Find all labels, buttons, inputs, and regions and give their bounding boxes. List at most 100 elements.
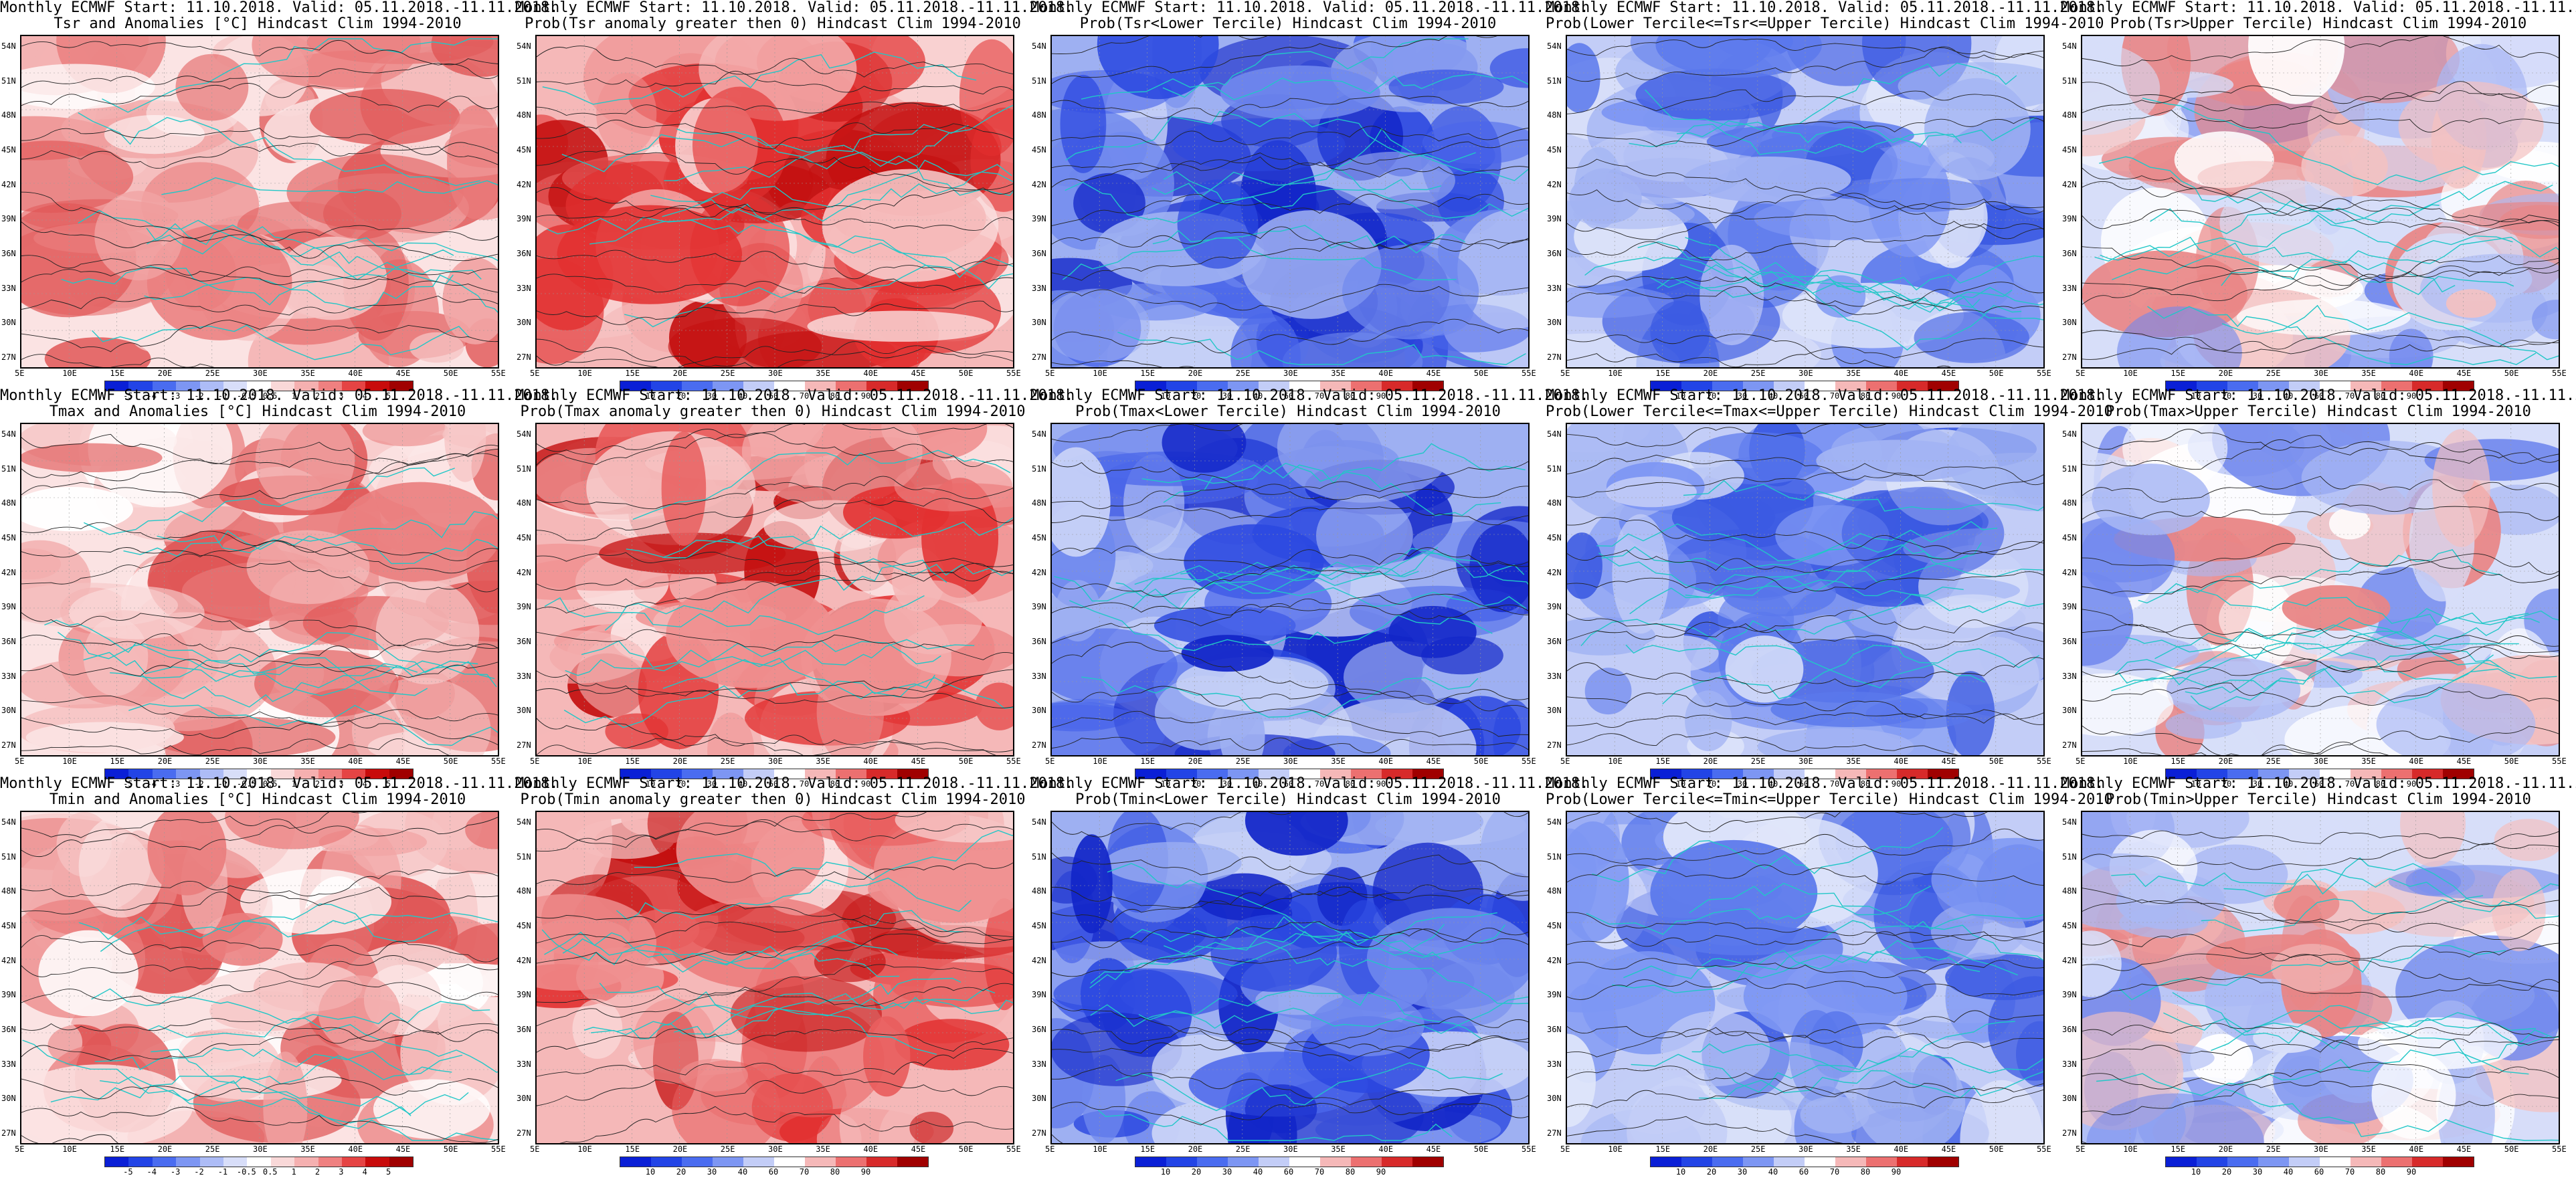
field-patch	[21, 140, 134, 213]
colorbar-swatch	[1897, 769, 1928, 779]
contour	[1052, 545, 1528, 569]
latitude-tick-label: 36N	[1547, 1025, 1562, 1034]
colorbar-swatch	[1774, 1157, 1805, 1167]
field-patch	[572, 999, 623, 1059]
colorbar	[2165, 769, 2474, 779]
colorbar	[1135, 1157, 1444, 1167]
contour	[1052, 686, 1528, 707]
latitude-tick-label: 51N	[517, 76, 531, 86]
latitude-tick-label: 48N	[2062, 498, 2077, 508]
contour	[1567, 912, 2043, 940]
latitude-tick-label: 27N	[1032, 353, 1046, 362]
contour	[537, 551, 1013, 582]
contour	[1567, 978, 2043, 1000]
contour	[1052, 921, 1528, 948]
coastline	[1701, 920, 2043, 971]
colorbar-label: 3	[339, 391, 344, 401]
colorbar-label: 70	[1829, 779, 1840, 789]
latitude-tick-label: 39N	[517, 602, 531, 612]
contour	[537, 98, 1013, 116]
coastline	[94, 1047, 452, 1076]
anomaly-field	[21, 812, 498, 1143]
coastline	[1644, 89, 2036, 143]
panel-title-line2: Prob(Lower Tercile<=Tsr<=Upper Tercile) …	[1546, 15, 2104, 32]
colorbar-swatch	[2412, 769, 2443, 779]
longitude-tick-label: 5E	[2076, 369, 2086, 378]
latitude-tick-label: 51N	[517, 851, 531, 862]
latitude-tick-label: 51N	[517, 464, 531, 474]
panel-title-line1: Monthly ECMWF Start: 11.10.2018. Valid: …	[1546, 775, 2104, 792]
colorbar	[620, 381, 929, 391]
contour	[537, 300, 1013, 325]
map-area	[1566, 35, 2045, 369]
field-patch	[362, 424, 449, 447]
longitude-tick-label: 30E	[1283, 369, 1298, 378]
map-area	[535, 423, 1014, 757]
coastline	[2112, 242, 2514, 296]
latitude-tick-label: 36N	[1, 249, 16, 258]
map-canvas	[21, 36, 498, 367]
contour	[1052, 812, 1528, 837]
field-patch	[666, 580, 836, 688]
colorbar	[104, 1157, 413, 1167]
latitude-tick-label: 54N	[1032, 41, 1046, 51]
field-patch	[2116, 306, 2242, 367]
colorbar-swatch	[620, 1157, 651, 1167]
contour	[1052, 95, 1528, 119]
longitude-tick-label: 40E	[348, 369, 363, 378]
longitude-tick-label: 10E	[1093, 1144, 1107, 1154]
contour	[1567, 89, 2043, 114]
map-canvas	[21, 424, 498, 755]
panel-title: Monthly ECMWF Start: 11.10.2018. Valid: …	[2061, 388, 2576, 420]
contour	[1567, 333, 1985, 367]
colorbar-label: 30	[707, 1167, 717, 1177]
contour	[2082, 726, 2559, 755]
contour	[537, 669, 1013, 697]
field-patch	[373, 1079, 490, 1139]
latitude-tick-label: 36N	[1, 1025, 16, 1034]
coastline	[1625, 644, 1985, 688]
longitude-tick-label: 35E	[1846, 1144, 1861, 1154]
colorbar-swatch	[1681, 381, 1712, 391]
colorbar-swatch	[2197, 1157, 2227, 1167]
colorbar-swatch	[2197, 381, 2227, 391]
colorbar	[620, 769, 929, 779]
map-area	[2081, 423, 2560, 757]
colorbar-swatch	[2381, 381, 2412, 391]
longitude-tick-label: 40E	[1378, 369, 1394, 378]
contour	[2082, 542, 2559, 583]
colorbar-swatch	[1743, 381, 1774, 391]
field-patch	[255, 424, 355, 511]
longitude-tick-label: 5E	[2076, 757, 2086, 766]
field-patch	[447, 105, 498, 219]
latitude-tick-label: 54N	[2062, 429, 2077, 439]
field-patch	[2398, 81, 2544, 171]
longitude-tick-label: 10E	[2123, 369, 2138, 378]
contour	[1052, 318, 1528, 354]
contour	[1567, 223, 2043, 262]
longitude-tick-label: 45E	[2456, 1144, 2472, 1154]
contour	[1567, 613, 2043, 650]
latitude-tick-label: 45N	[1547, 533, 1562, 542]
colorbar-label: 20	[2221, 1167, 2232, 1177]
latitude-tick-label: 54N	[2062, 41, 2077, 51]
longitude-tick-label: 15E	[110, 369, 125, 378]
colorbar-label: 40	[1768, 391, 1778, 401]
colorbar-swatch	[2351, 769, 2381, 779]
longitude-tick-label: 5E	[15, 1144, 25, 1154]
colorbar	[1135, 381, 1444, 391]
colorbar-swatch	[2412, 381, 2443, 391]
longitude-tick-label: 10E	[1093, 757, 1107, 766]
colorbar-swatch	[247, 1157, 271, 1167]
colorbar-swatch	[318, 381, 342, 391]
field-patch	[68, 586, 205, 639]
field-patch	[1743, 953, 1908, 1039]
coastline	[100, 912, 498, 952]
field-patch	[21, 443, 163, 472]
colorbar-swatch	[651, 381, 682, 391]
latitude-tick-label: 36N	[1, 637, 16, 646]
longitude-tick-label: 25E	[1235, 369, 1251, 378]
field-patch	[1052, 288, 1150, 363]
colorbar-swatch	[1835, 769, 1866, 779]
colorbar-label: 0.5	[262, 779, 278, 789]
